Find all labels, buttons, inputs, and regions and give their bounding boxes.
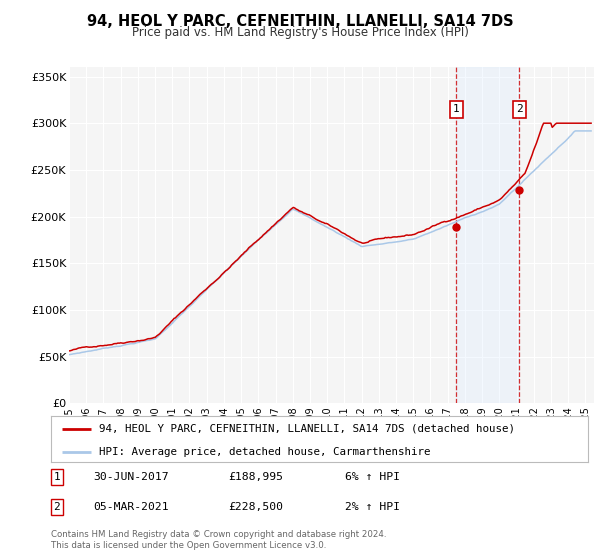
Text: This data is licensed under the Open Government Licence v3.0.: This data is licensed under the Open Gov… — [51, 541, 326, 550]
Text: 2: 2 — [53, 502, 61, 512]
Text: £188,995: £188,995 — [228, 472, 283, 482]
Text: 1: 1 — [453, 104, 460, 114]
Text: 94, HEOL Y PARC, CEFNEITHIN, LLANELLI, SA14 7DS: 94, HEOL Y PARC, CEFNEITHIN, LLANELLI, S… — [86, 14, 514, 29]
Text: 1: 1 — [53, 472, 61, 482]
Text: £228,500: £228,500 — [228, 502, 283, 512]
Text: 30-JUN-2017: 30-JUN-2017 — [93, 472, 169, 482]
Text: HPI: Average price, detached house, Carmarthenshire: HPI: Average price, detached house, Carm… — [100, 447, 431, 457]
Text: 2% ↑ HPI: 2% ↑ HPI — [345, 502, 400, 512]
Text: 94, HEOL Y PARC, CEFNEITHIN, LLANELLI, SA14 7DS (detached house): 94, HEOL Y PARC, CEFNEITHIN, LLANELLI, S… — [100, 424, 515, 434]
Text: Price paid vs. HM Land Registry's House Price Index (HPI): Price paid vs. HM Land Registry's House … — [131, 26, 469, 39]
Text: 2: 2 — [516, 104, 523, 114]
Text: Contains HM Land Registry data © Crown copyright and database right 2024.: Contains HM Land Registry data © Crown c… — [51, 530, 386, 539]
Text: 05-MAR-2021: 05-MAR-2021 — [93, 502, 169, 512]
Bar — [456, 67, 520, 403]
Text: 6% ↑ HPI: 6% ↑ HPI — [345, 472, 400, 482]
